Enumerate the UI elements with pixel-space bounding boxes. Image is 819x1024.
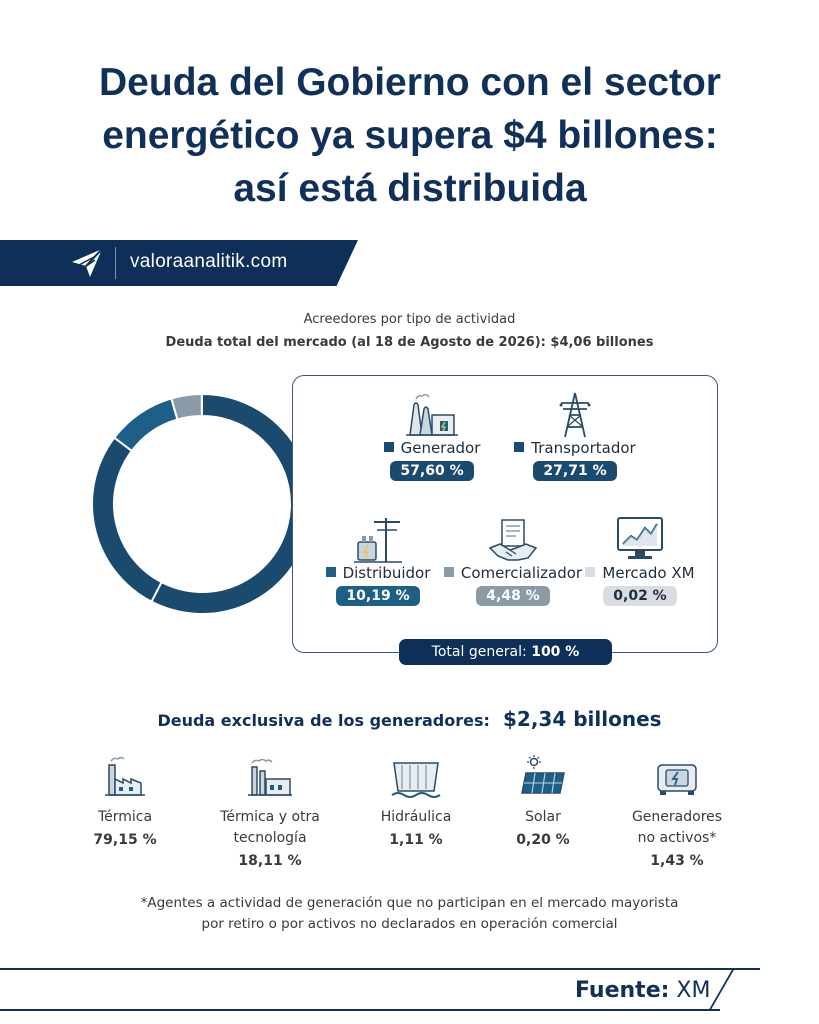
legend-item-mercado-xm: Mercado XM 0,02 % xyxy=(580,514,700,606)
footnote-line-1: *Agentes a actividad de generación que n… xyxy=(140,895,679,911)
legend-swatch xyxy=(443,567,454,577)
banner-separator xyxy=(115,247,116,279)
legend-label: Distribuidor xyxy=(342,564,431,582)
generator-name: Solar xyxy=(525,809,561,825)
footnote: *Agentes a actividad de generación que n… xyxy=(0,893,819,935)
donut-slice-transportador xyxy=(92,436,163,604)
legend-label: Transportador xyxy=(531,439,636,457)
generator-item-solar: Solar 0,20 % xyxy=(468,755,618,851)
site-link[interactable]: valoraanalitik.com xyxy=(130,251,288,272)
distribution-pole-icon xyxy=(354,518,402,563)
generator-value: 79,15 % xyxy=(93,832,157,848)
generator-name-2: no activos* xyxy=(637,830,717,846)
donut-chart xyxy=(92,394,312,614)
legend-value: 10,19 % xyxy=(336,586,420,606)
handshake-contract-icon xyxy=(488,519,538,561)
hydro-dam-icon xyxy=(391,762,441,798)
generator-name: Térmica y otra xyxy=(220,809,320,825)
footnote-line-2: por retiro o por activos no declarados e… xyxy=(201,916,618,932)
generators-amount: $2,34 billones xyxy=(503,707,662,731)
legend-value: 57,60 % xyxy=(390,461,474,481)
legend-swatch xyxy=(585,567,596,577)
total-value: 100 % xyxy=(531,644,580,660)
generators-heading: Deuda exclusiva de los generadores: $2,3… xyxy=(0,707,819,731)
transmission-tower-icon xyxy=(559,392,591,438)
legend-item-generador: Generador 57,60 % xyxy=(372,391,492,481)
generator-item-termica: Térmica 79,15 % xyxy=(50,755,200,851)
generator-name: Térmica xyxy=(97,809,153,825)
generator-item-no-activos: Generadores no activos* 1,43 % xyxy=(602,755,752,872)
brand-banner: valoraanalitik.com xyxy=(0,240,358,286)
total-label: Total general: xyxy=(431,644,527,660)
generator-item-hidraulica: Hidráulica 1,11 % xyxy=(341,755,491,851)
total-badge: Total general: 100 % xyxy=(399,639,612,665)
generators-heading-label: Deuda exclusiva de los generadores: xyxy=(157,711,490,730)
source-label: Fuente: xyxy=(575,978,670,1003)
footer-slash xyxy=(708,968,735,1010)
legend-value: 4,48 % xyxy=(476,586,550,606)
donut-slice-generador xyxy=(150,394,312,614)
solar-panel-icon xyxy=(521,755,565,794)
source-value: XM xyxy=(676,978,711,1003)
legend-label: Generador xyxy=(400,439,481,457)
title-line-2: energético ya supera $4 billones: xyxy=(102,114,718,157)
page-title: Deuda del Gobierno con el sector energét… xyxy=(40,56,780,215)
generator-name: Hidráulica xyxy=(380,809,452,825)
chart-subtitle: Acreedores por tipo de actividad xyxy=(303,312,516,327)
generator-name-2: tecnología xyxy=(233,830,307,846)
generator-name: Generadores xyxy=(631,809,723,825)
donut-slice-comercializador xyxy=(170,394,203,421)
legend-swatch xyxy=(514,442,525,452)
source-credit: Fuente: XM xyxy=(575,978,710,1003)
generator-value: 1,11 % xyxy=(389,832,443,848)
legend-box xyxy=(292,375,718,653)
legend-item-comercializador: Comercializador 4,48 % xyxy=(438,518,588,606)
legend-swatch xyxy=(325,567,336,577)
legend-label: Comercializador xyxy=(460,564,583,582)
valora-logo-icon xyxy=(72,248,103,277)
generator-icon xyxy=(657,764,697,795)
legend-swatch xyxy=(383,442,394,452)
generator-value: 0,20 % xyxy=(516,832,570,848)
generator-item-termica-otra: Térmica y otra tecnología 18,11 % xyxy=(195,755,345,872)
title-line-3: así está distribuida xyxy=(233,167,587,210)
donut-slice-distribuidor xyxy=(112,397,179,453)
title-line-1: Deuda del Gobierno con el sector xyxy=(99,61,721,104)
legend-value: 0,02 % xyxy=(603,586,677,606)
power-plant-icon xyxy=(406,393,458,436)
footer-bottom-line xyxy=(0,1009,720,1011)
market-monitor-icon xyxy=(617,517,663,559)
thermal-plant-icon xyxy=(105,756,145,796)
generator-value: 1,43 % xyxy=(650,853,704,869)
footer-divider xyxy=(0,968,760,970)
legend-item-transportador: Transportador 27,71 % xyxy=(505,391,645,481)
mixed-thermal-plant-icon xyxy=(248,758,292,796)
total-debt-line: Deuda total del mercado (al 18 de Agosto… xyxy=(165,335,654,350)
legend-value: 27,71 % xyxy=(533,461,617,481)
legend-item-distribuidor: Distribuidor 10,19 % xyxy=(318,514,438,606)
legend-label: Mercado XM xyxy=(602,564,695,582)
generator-value: 18,11 % xyxy=(238,853,302,869)
